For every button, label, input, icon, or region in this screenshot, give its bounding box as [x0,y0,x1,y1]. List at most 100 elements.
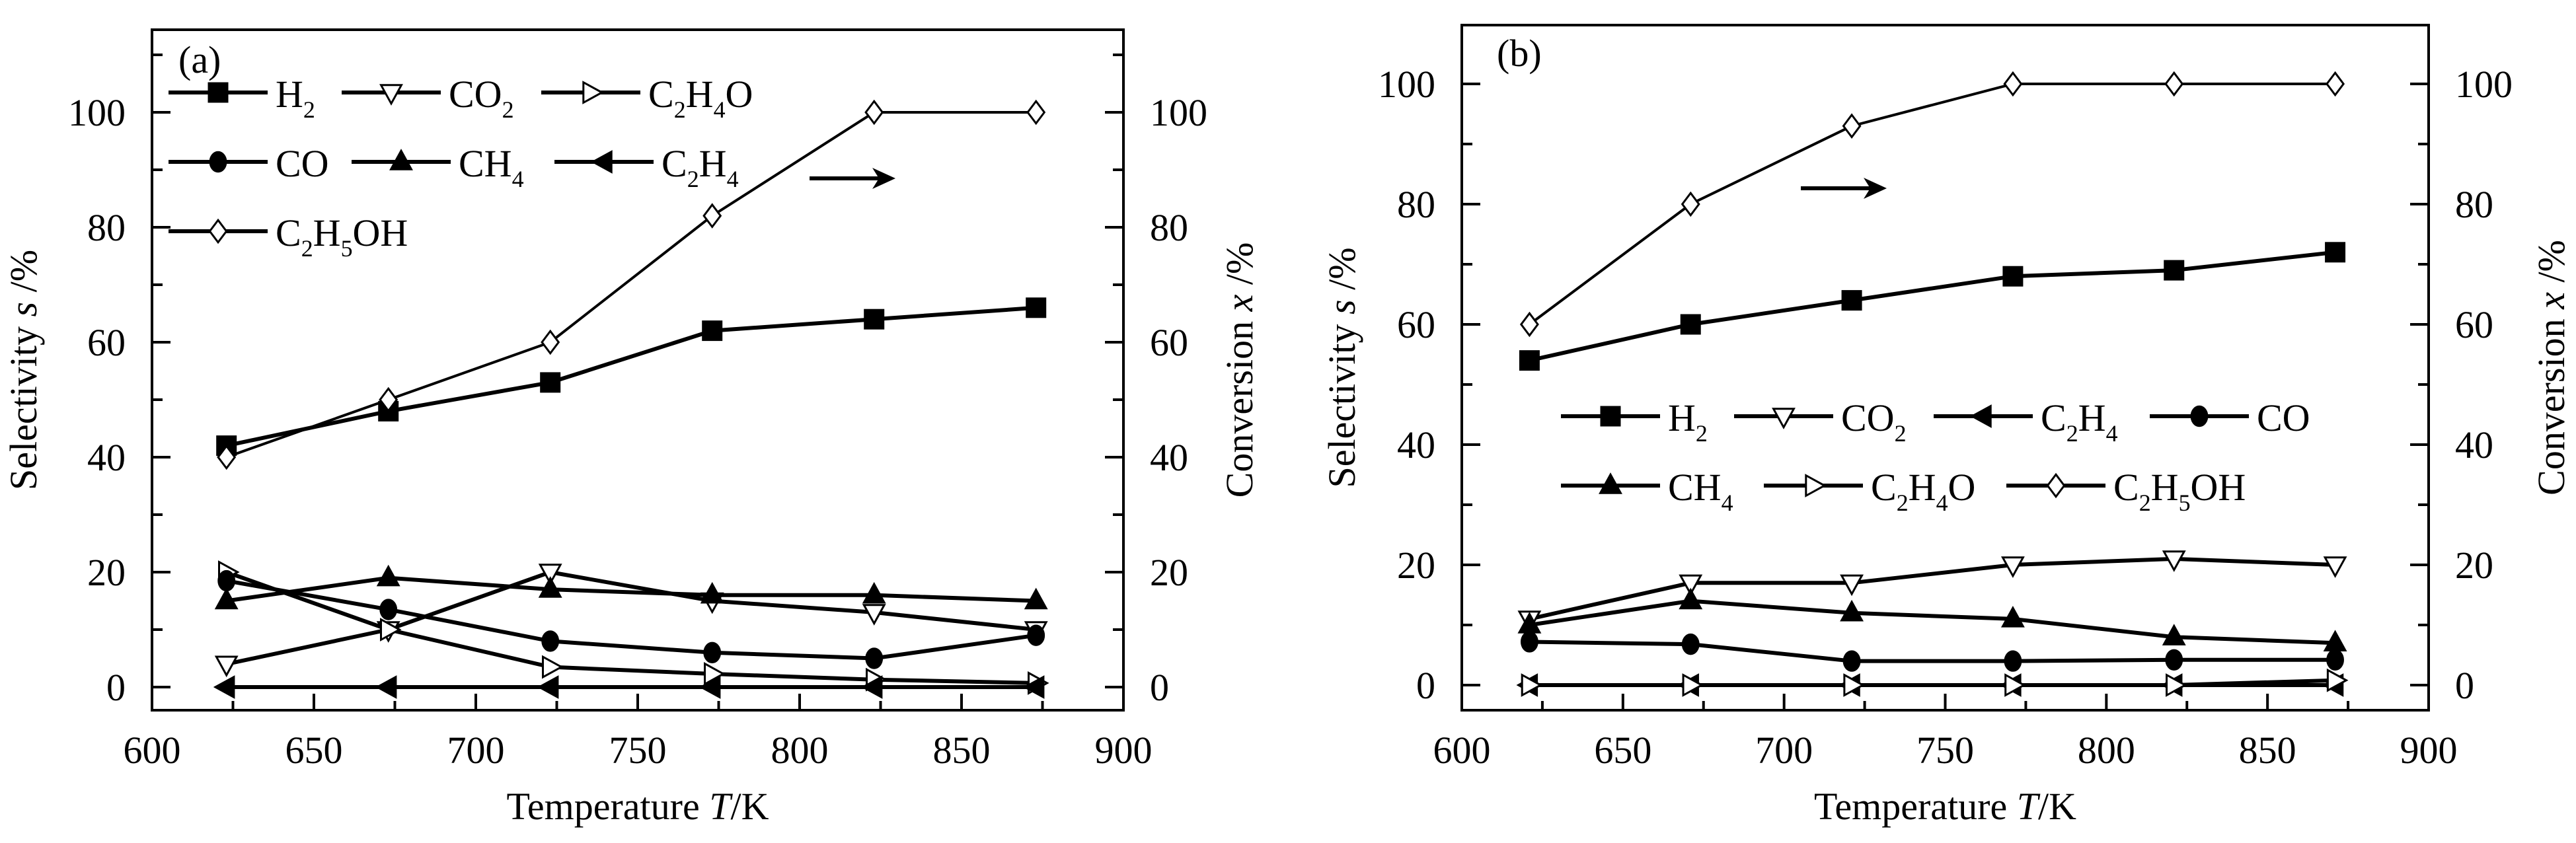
panel-a-data-point-c2h5oh [379,386,398,413]
panel-a-x-tick-label: 850 [933,729,991,772]
panel-b-series-line-h2 [1529,250,2335,363]
panel-b-legend-item-co: CO [2150,396,2310,439]
panel-a-chart: 600 650 700 750 800 850 900 0 0 20 20 40 40 60 60 80 80 1… [2,28,1261,828]
panel-b-data-point-h2 [2002,266,2024,287]
panel-b-x-tick-label: 850 [2239,729,2296,772]
panel-a-y-tick-label: 80 [87,206,126,249]
panel-a-data-point-h2 [540,372,561,393]
panel-b-chart: 600 650 700 750 800 850 900 0 0 20 20 40 40 60 60 80 80 1… [1320,24,2573,828]
panel-a-data-point-ch4 [700,581,724,604]
panel-b-series-line-co2 [1529,556,2335,621]
panel-b-data-point-co [1521,631,1538,653]
panel-a-y2-tick-label: 80 [1150,206,1188,249]
panel-b-legend-marker-h2 [1600,406,1621,427]
panel-b-data-point-co2 [1840,574,1864,597]
panel-a-legend-label-co2: CO2 [449,73,514,123]
panel-a-data-point-co2 [862,604,886,626]
panel-b-data-point-c2h5oh [2003,71,2023,97]
panel-b-legend-label-h2: H2 [1668,396,1708,447]
panel-b-data-point-c2h5oh [1519,311,1539,338]
panel-b-arrow-right-icon [1864,178,1887,199]
panel-b-x-tick-label: 650 [1594,729,1651,772]
panel-a-y-tick-label: 60 [87,321,126,364]
panel-a-y2-tick-label: 40 [1150,436,1188,479]
panel-a-x-tick-label: 750 [609,729,667,772]
panel-b-data-point-co2 [2162,550,2186,572]
panel-b-data-point-ch4 [1679,587,1703,610]
panel-a-legend-item-co: CO [169,142,329,185]
panel-b-data-point-co2 [2000,556,2025,578]
panel-b-data-point-c2h4o [1521,673,1543,697]
panel-b-data-point-c2h5oh [1842,113,1862,139]
panel-a-series-co [217,569,1045,669]
panel-b-y-tick-label: 80 [1397,183,1435,226]
panel-b-legend-label-c2h4o: C2H4O [1871,466,1975,516]
panel-b-y2-tick-label: 40 [2455,423,2493,466]
panel-a-data-point-ch4 [538,576,562,598]
panel-a-data-point-h2 [1026,297,1047,318]
panel-a-data-point-h2 [702,320,723,342]
panel-b-data-point-h2 [1841,290,1862,311]
panel-b-series-ch4 [1517,587,2347,651]
panel-b-legend-marker-c2h4o [1805,474,1827,497]
panel-b-series-h2 [1519,242,2346,371]
panel-b-legend-label-ch4: CH4 [1668,466,1733,516]
panel-b-legend-marker-ch4 [1599,472,1622,494]
panel-b-data-point-c2h4o [2004,673,2026,697]
panel-b-y-tick-label: 20 [1397,544,1435,587]
panel-b-y-tick-label: 40 [1397,423,1435,466]
panel-a-series-c2h4 [213,675,1045,699]
panel-a-x-tick-label: 700 [447,729,505,772]
panel-a-y-tick-label: 20 [87,551,126,594]
panel-a-data-point-ch4 [862,581,886,604]
panel-b-legend-label-co2: CO2 [1841,396,1907,447]
panel-b-y2-tick-label: 0 [2455,664,2474,707]
panel-a-y2-tick-label: 100 [1150,91,1207,134]
panel-a-legend-marker-c2h4o [582,81,604,104]
panel-a-x-tick-label: 600 [124,729,181,772]
panel-a-series-ch4 [214,564,1048,610]
panel-a-data-point-c2h4 [375,675,397,699]
panel-b-data-point-c2h5oh [1681,191,1700,217]
panel-b-x-tick-label: 750 [1916,729,1974,772]
panel-a-y2-tick-label: 20 [1150,551,1188,594]
panel-a-legend-marker-ch4 [389,149,413,170]
panel-a-data-point-c2h4 [860,675,883,699]
panel-a-x-axis-title: Temperature T/K [507,785,769,828]
panel-a-data-point-ch4 [1024,587,1048,610]
panel-b-data-point-c2h4o [2326,668,2349,692]
panel-b-series-co2 [1517,550,2347,632]
panel-a-y-tick-label: 0 [106,666,126,709]
panel-b-legend-marker-c2h5oh [2046,472,2066,499]
panel-b-y2-tick-label: 80 [2455,183,2493,226]
panel-a-legend-item-c2h5oh: C2H5OH [169,211,408,262]
panel-b-legend-marker-co2 [1772,408,1796,429]
panel-a-data-point-co2 [538,564,562,585]
panel-b-legend-item-c2h5oh: C2H5OH [2006,466,2246,516]
panel-b-data-point-c2h5oh [2326,71,2345,97]
panel-a-legend-marker-co2 [379,84,403,106]
panel-b-legend-label-c2h4: C2H4 [2041,396,2118,447]
panel-a-y-tick-label: 40 [87,436,126,479]
panel-b-y2-tick-label: 20 [2455,544,2493,587]
panel-a-data-point-co [865,647,884,669]
panel-b-y-tick-label: 100 [1378,63,1435,106]
panel-a-series-line-h2 [226,305,1036,448]
panel-b-plot-frame [1460,24,2430,712]
panel-b-data-point-c2h5oh [2164,71,2184,97]
panel-a-legend-label-ch4: CH4 [459,142,524,192]
panel-b-x-axis-title: Temperature T/K [1814,785,2076,828]
panel-b-legend-item-ch4: CH4 [1561,466,1733,516]
panel-a-y-tick-label: 100 [68,91,126,134]
panel-b-x-tick-label: 800 [2078,729,2135,772]
panel-a-legend-label-c2h4o: C2H4O [648,73,753,123]
panel-b-data-point-co2 [1679,574,1703,597]
panel-a-data-point-co [541,630,560,652]
panel-a-y-axis-title: Selectivity s /% [2,250,45,490]
panel-a-x-tick-label: 800 [771,729,829,772]
panel-a-legend-item-ch4: CH4 [352,142,524,192]
panel-b-x-tick-label: 600 [1433,729,1491,772]
panel-b-y2-axis-title: Conversion x /% [2530,240,2573,495]
panel-b-y-axis-title: Selectivity s /% [1320,247,1363,488]
